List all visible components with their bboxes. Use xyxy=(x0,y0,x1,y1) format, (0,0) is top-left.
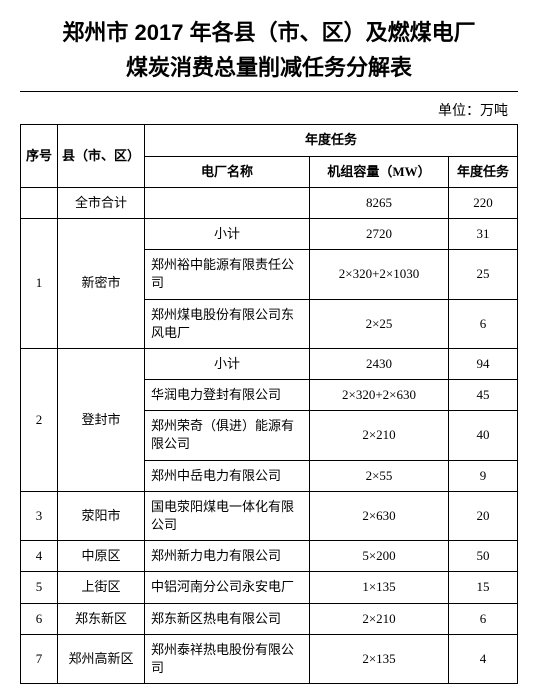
subtotal-capacity: 2430 xyxy=(310,348,449,379)
county-cell: 郑东新区 xyxy=(58,603,145,634)
plant-task-cell: 20 xyxy=(449,491,518,540)
subtotal-task: 31 xyxy=(449,218,518,249)
header-plant-name: 电厂名称 xyxy=(145,156,310,187)
plant-capacity-cell: 2×320+2×630 xyxy=(310,380,449,411)
plant-row: 5上街区中铝河南分公司永安电厂1×13515 xyxy=(21,572,518,603)
seq-cell: 2 xyxy=(21,348,58,491)
title-divider xyxy=(20,91,518,92)
subtotal-row: 1新密市小计272031 xyxy=(21,218,518,249)
header-county: 县（市、区） xyxy=(58,125,145,187)
plant-task-cell: 15 xyxy=(449,572,518,603)
county-cell: 登封市 xyxy=(58,348,145,491)
plant-capacity-cell: 2×630 xyxy=(310,491,449,540)
county-cell: 荥阳市 xyxy=(58,491,145,540)
plant-task-cell: 45 xyxy=(449,380,518,411)
plant-name-cell: 中铝河南分公司永安电厂 xyxy=(145,572,310,603)
total-seq xyxy=(21,187,58,218)
title-line-2: 煤炭消费总量削减任务分解表 xyxy=(126,55,412,80)
plant-capacity-cell: 2×135 xyxy=(310,634,449,683)
table-body: 全市合计 8265 220 1新密市小计272031郑州裕中能源有限责任公司2×… xyxy=(21,187,518,683)
plant-row: 4中原区郑州新力电力有限公司5×20050 xyxy=(21,541,518,572)
subtotal-label: 小计 xyxy=(145,218,310,249)
plant-capacity-cell: 2×320+2×1030 xyxy=(310,250,449,299)
title-line-1: 郑州市 2017 年各县（市、区）及燃煤电厂 xyxy=(62,20,475,45)
plant-task-cell: 50 xyxy=(449,541,518,572)
county-cell: 中原区 xyxy=(58,541,145,572)
seq-cell: 5 xyxy=(21,572,58,603)
plant-name-cell: 郑州新力电力有限公司 xyxy=(145,541,310,572)
plant-name-cell: 郑州泰祥热电股份有限公司 xyxy=(145,634,310,683)
plant-capacity-cell: 2×25 xyxy=(310,299,449,348)
allocation-table: 序号 县（市、区） 年度任务 电厂名称 机组容量（MW） 年度任务 全市合计 8… xyxy=(20,124,518,684)
plant-capacity-cell: 1×135 xyxy=(310,572,449,603)
plant-task-cell: 6 xyxy=(449,299,518,348)
plant-capacity-cell: 2×210 xyxy=(310,603,449,634)
seq-cell: 3 xyxy=(21,491,58,540)
subtotal-capacity: 2720 xyxy=(310,218,449,249)
plant-name-cell: 郑州荣奇（俱进）能源有限公司 xyxy=(145,411,310,460)
plant-name-cell: 华润电力登封有限公司 xyxy=(145,380,310,411)
subtotal-task: 94 xyxy=(449,348,518,379)
seq-cell: 7 xyxy=(21,634,58,683)
plant-task-cell: 9 xyxy=(449,460,518,491)
plant-task-cell: 25 xyxy=(449,250,518,299)
plant-capacity-cell: 2×210 xyxy=(310,411,449,460)
header-seq: 序号 xyxy=(21,125,58,187)
plant-name-cell: 郑东新区热电有限公司 xyxy=(145,603,310,634)
header-annual-task: 年度任务 xyxy=(449,156,518,187)
seq-cell: 4 xyxy=(21,541,58,572)
seq-cell: 1 xyxy=(21,218,58,348)
subtotal-label: 小计 xyxy=(145,348,310,379)
county-cell: 郑州高新区 xyxy=(58,634,145,683)
plant-task-cell: 4 xyxy=(449,634,518,683)
header-row-1: 序号 县（市、区） 年度任务 xyxy=(21,125,518,156)
subtotal-row: 2登封市小计243094 xyxy=(21,348,518,379)
unit-label: 单位：万吨 xyxy=(20,100,518,120)
plant-task-cell: 6 xyxy=(449,603,518,634)
total-task: 220 xyxy=(449,187,518,218)
plant-name-cell: 郑州中岳电力有限公司 xyxy=(145,460,310,491)
plant-task-cell: 40 xyxy=(449,411,518,460)
seq-cell: 6 xyxy=(21,603,58,634)
total-plant xyxy=(145,187,310,218)
plant-row: 6郑东新区郑东新区热电有限公司2×2106 xyxy=(21,603,518,634)
plant-row: 3荥阳市国电荥阳煤电一体化有限公司2×63020 xyxy=(21,491,518,540)
total-label: 全市合计 xyxy=(58,187,145,218)
plant-name-cell: 郑州裕中能源有限责任公司 xyxy=(145,250,310,299)
page-title: 郑州市 2017 年各县（市、区）及燃煤电厂 煤炭消费总量削减任务分解表 xyxy=(20,15,518,85)
county-cell: 新密市 xyxy=(58,218,145,348)
plant-row: 7郑州高新区郑州泰祥热电股份有限公司2×1354 xyxy=(21,634,518,683)
total-row: 全市合计 8265 220 xyxy=(21,187,518,218)
header-capacity: 机组容量（MW） xyxy=(310,156,449,187)
total-capacity: 8265 xyxy=(310,187,449,218)
plant-name-cell: 郑州煤电股份有限公司东风电厂 xyxy=(145,299,310,348)
plant-capacity-cell: 2×55 xyxy=(310,460,449,491)
plant-capacity-cell: 5×200 xyxy=(310,541,449,572)
county-cell: 上街区 xyxy=(58,572,145,603)
plant-name-cell: 国电荥阳煤电一体化有限公司 xyxy=(145,491,310,540)
header-annual-task-group: 年度任务 xyxy=(145,125,518,156)
